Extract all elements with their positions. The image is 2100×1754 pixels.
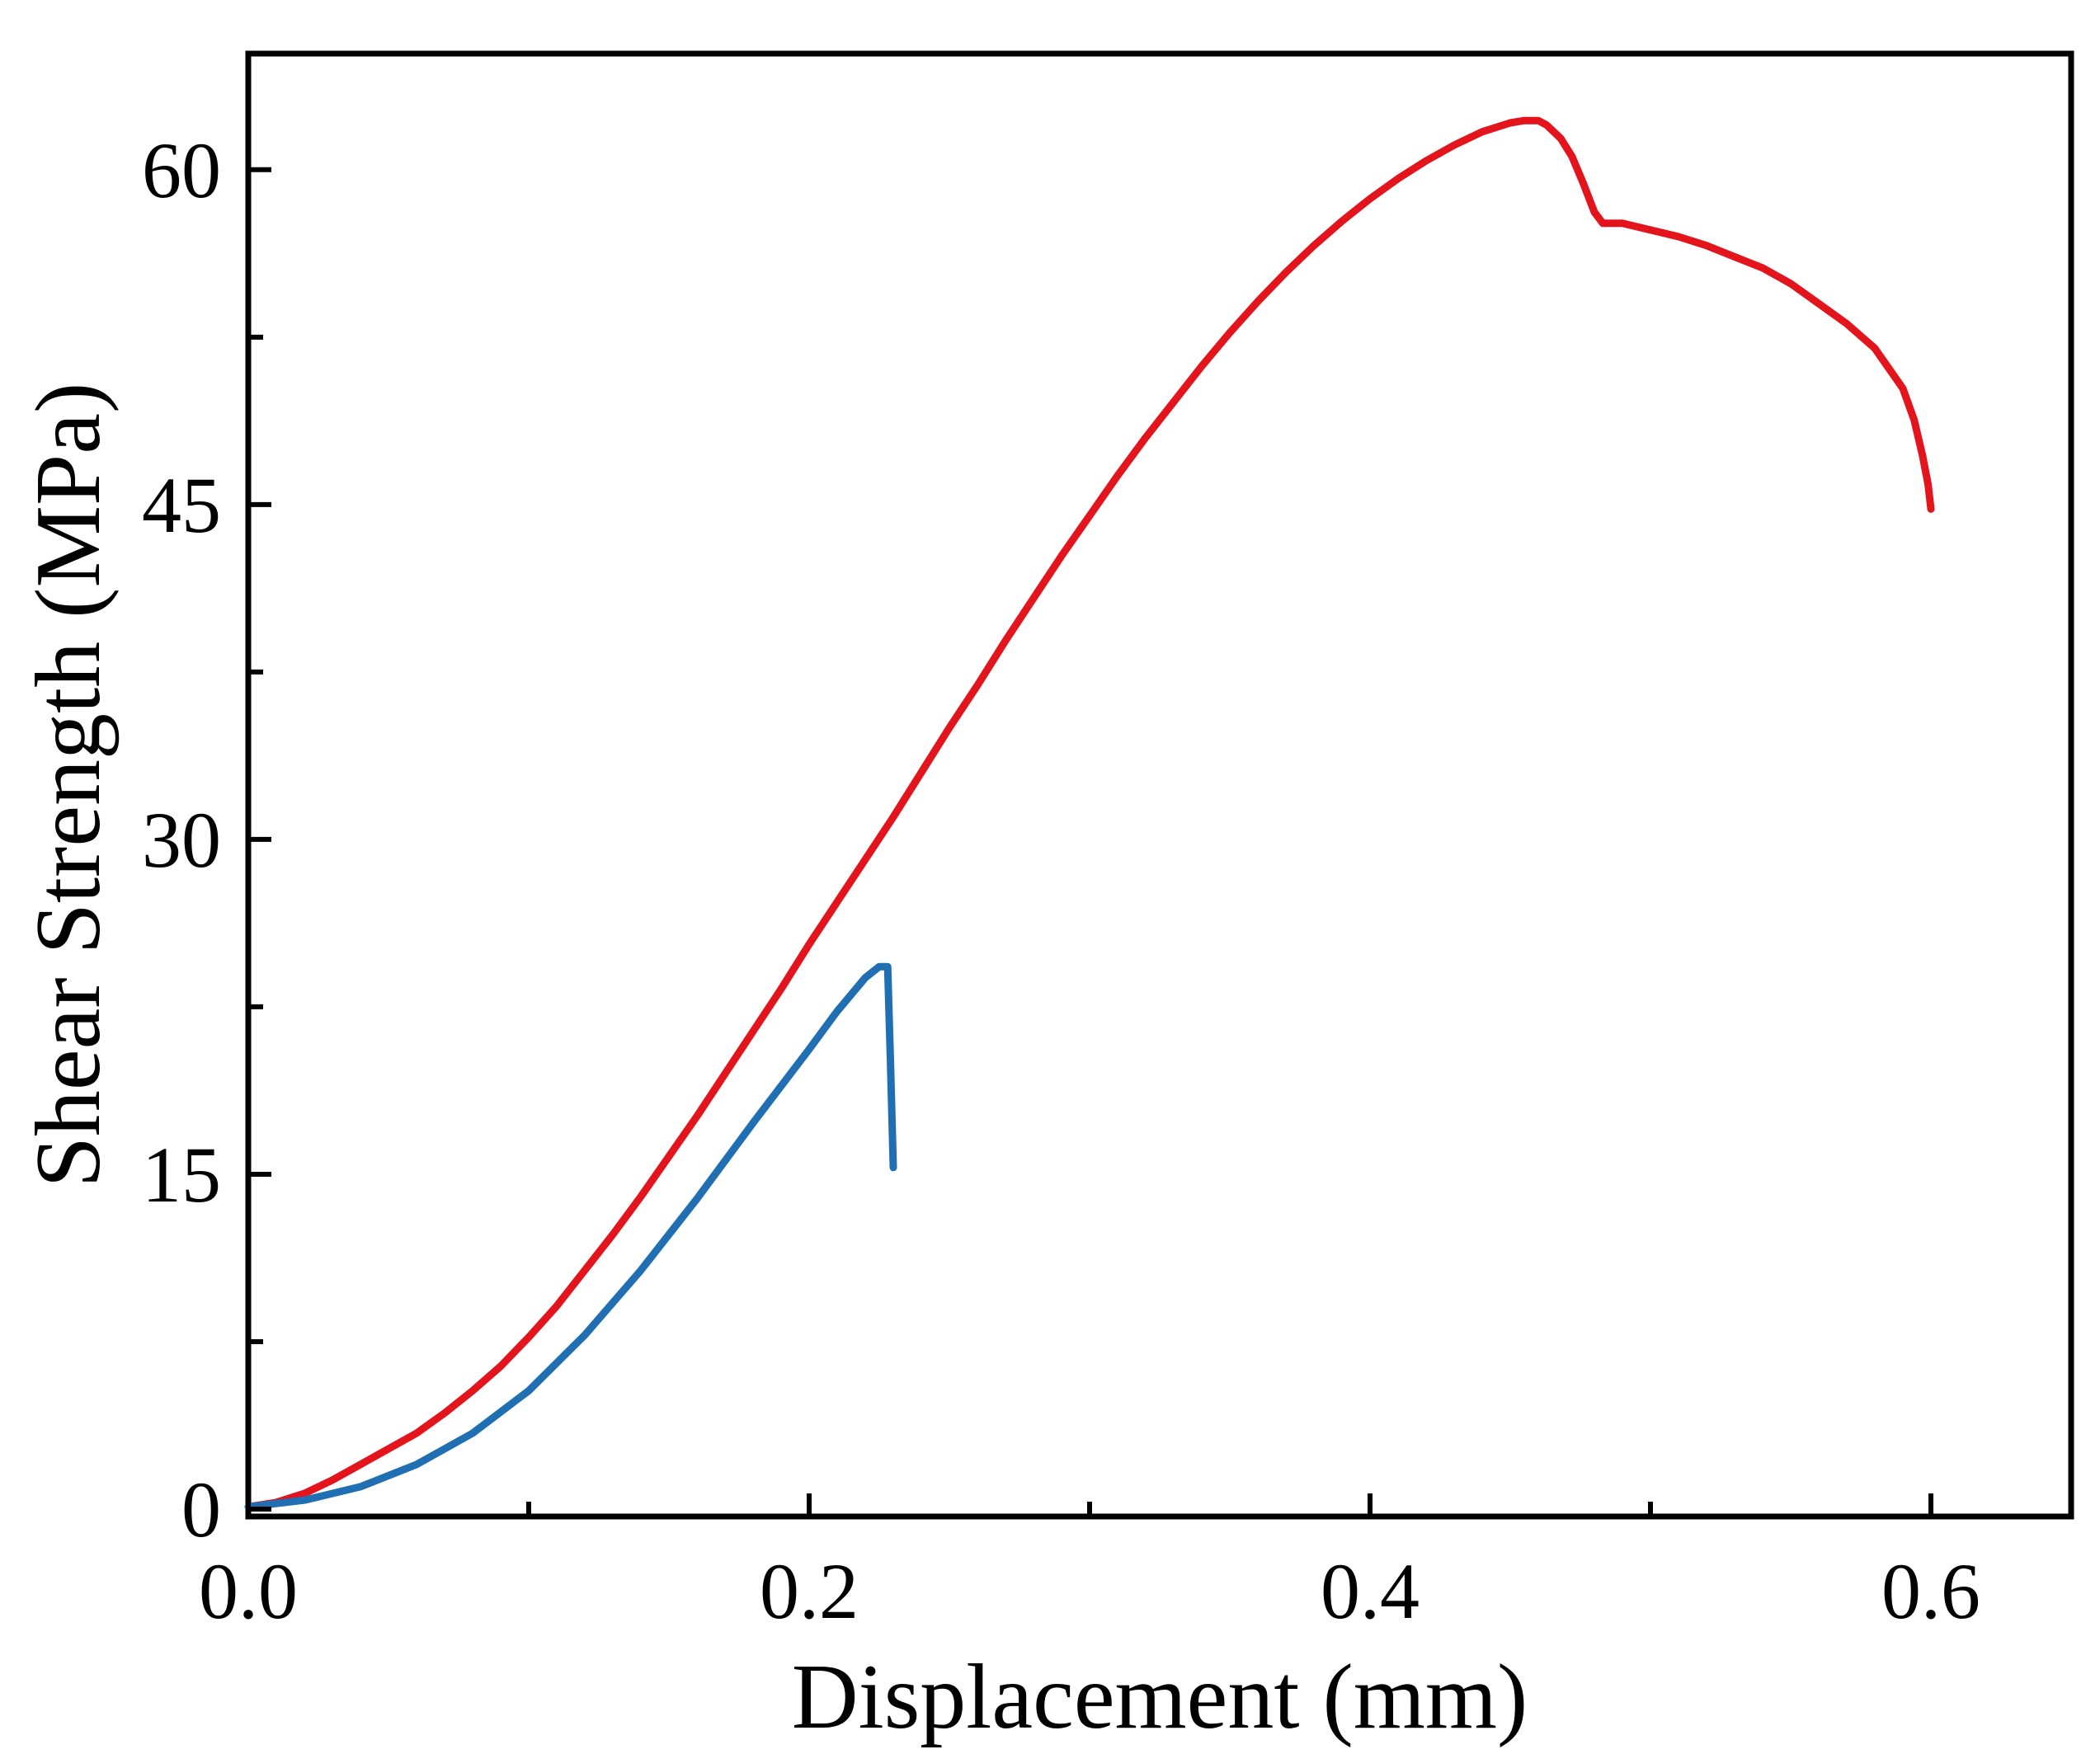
series-line-red [244, 116, 1935, 1511]
x-tick-label: 0.6 [1881, 1547, 1980, 1635]
y-tick-label: 15 [142, 1131, 221, 1219]
y-tick-label: 30 [142, 796, 221, 884]
plot-frame [245, 50, 2074, 1520]
x-tick-label: 0.0 [199, 1547, 298, 1635]
y-tick-label: 0 [181, 1465, 221, 1554]
series-line-blue [244, 962, 897, 1511]
tick-label-layer: 0.0 0.2 0.4 0.6 0 15 30 45 60 [142, 126, 1980, 1635]
x-axis-title: Displacement (mm) [792, 1646, 1528, 1748]
x-tick-label: 0.2 [760, 1547, 859, 1635]
y-axis-title: Shear Strength (MPa) [17, 383, 120, 1188]
y-tick-label: 45 [142, 461, 221, 549]
series-layer [244, 116, 1935, 1511]
x-tick-label: 0.4 [1321, 1547, 1420, 1635]
tick-layer [246, 167, 1933, 1517]
y-tick-label: 60 [142, 126, 221, 214]
